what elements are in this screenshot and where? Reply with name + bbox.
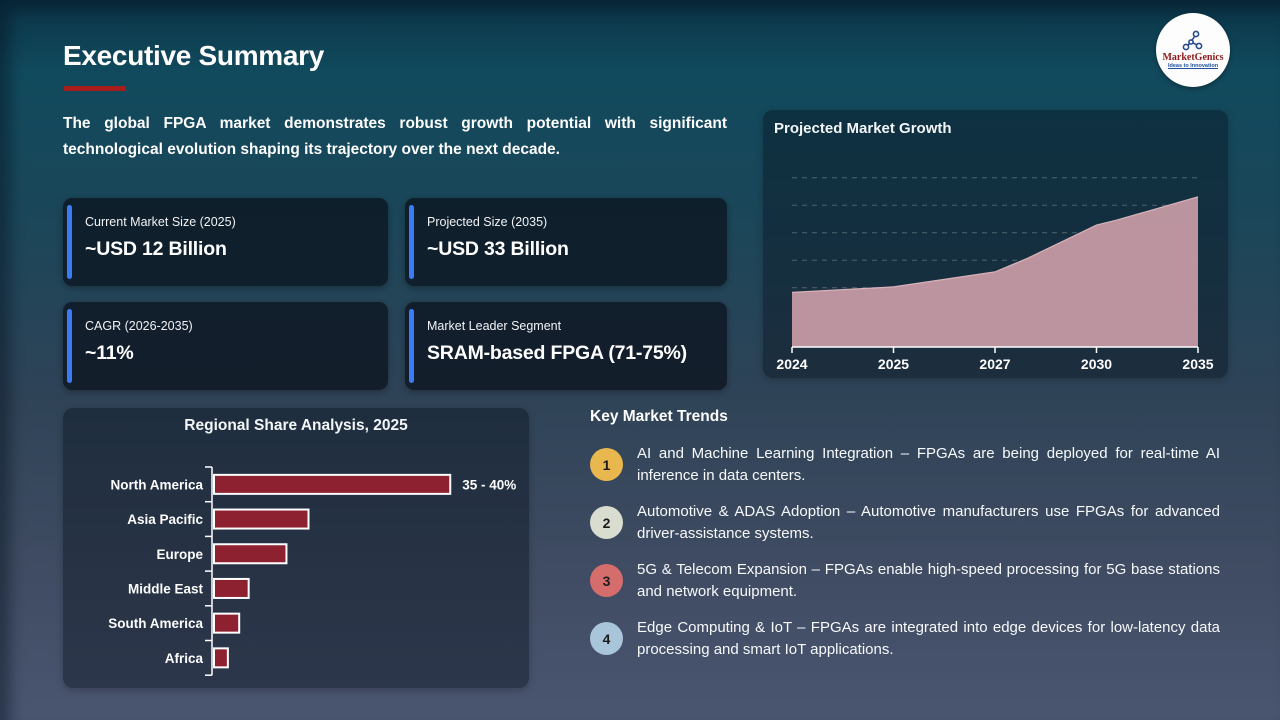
bar-south-america <box>213 612 241 634</box>
bar-label-africa: Africa <box>165 651 204 666</box>
stat-card-0: Current Market Size (2025) ~USD 12 Billio… <box>63 198 388 286</box>
logo-tagline: Ideas to Innovation <box>1167 63 1219 69</box>
x-tick-label: 2024 <box>776 356 807 372</box>
x-tick-label: 2025 <box>878 356 909 372</box>
trend-number-badge: 1 <box>590 448 623 481</box>
stat-card-value: SRAM-based FPGA (71-75%) <box>427 342 687 364</box>
stat-card-label: Projected Size (2035) <box>427 215 548 229</box>
card-accent-bar <box>409 309 414 383</box>
marketgenics-logo: MarketGenics Ideas to Innovation <box>1156 13 1230 87</box>
growth-area-chart: 2024 2025 2027 2030 2035 <box>776 177 1214 372</box>
regional-chart-title: Regional Share Analysis, 2025 <box>184 417 408 434</box>
growth-chart-title: Projected Market Growth <box>774 120 952 137</box>
regional-bar-chart: North America 35 - 40% Asia Pacific Europe M… <box>108 466 516 676</box>
molecule-icon <box>1182 30 1203 51</box>
trend-text: AI and Machine Learning Integration – FP… <box>637 445 1220 484</box>
stat-card-value: ~11% <box>85 342 134 364</box>
bar-middle-east <box>213 577 250 599</box>
bar-label-asia-pacific: Asia Pacific <box>127 512 203 527</box>
x-tick-label: 2027 <box>979 356 1010 372</box>
stat-card-1: Projected Size (2035) ~USD 33 Billion <box>405 198 727 286</box>
bar-africa <box>213 647 229 669</box>
stat-card-label: Market Leader Segment <box>427 319 562 333</box>
trend-text: 5G & Telecom Expansion – FPGAs enable hi… <box>637 561 1220 600</box>
page-title: Executive Summary <box>63 40 325 71</box>
stat-card-value: ~USD 12 Billion <box>85 238 227 260</box>
trends-list: 1 AI and Machine Learning Integration – F… <box>590 443 1220 660</box>
trend-item-3: 3 5G & Telecom Expansion – FPGAs enable h… <box>590 559 1220 602</box>
bar-asia-pacific <box>213 508 310 530</box>
trend-number-badge: 2 <box>590 506 623 539</box>
trend-item-2: 2 Automotive & ADAS Adoption – Automotive… <box>590 501 1220 544</box>
bar-label-north-america: North America <box>110 477 203 492</box>
card-accent-bar <box>409 205 414 279</box>
stat-card-label: CAGR (2026-2035) <box>85 319 193 333</box>
stat-card-3: Market Leader Segment SRAM-based FPGA (71… <box>405 302 727 390</box>
bar-label-south-america: South America <box>108 616 203 631</box>
stat-card-2: CAGR (2026-2035) ~11% <box>63 302 388 390</box>
bar-label-middle-east: Middle East <box>128 581 204 596</box>
trend-item-4: 4 Edge Computing & IoT – FPGAs are integr… <box>590 617 1220 660</box>
stat-card-value: ~USD 33 Billion <box>427 238 569 260</box>
trend-text: Edge Computing & IoT – FPGAs are integra… <box>637 619 1220 658</box>
x-tick-label: 2035 <box>1182 356 1213 372</box>
bar-north-america <box>213 473 452 495</box>
card-accent-bar <box>67 309 72 383</box>
stat-card-label: Current Market Size (2025) <box>85 215 236 229</box>
trend-number-badge: 3 <box>590 564 623 597</box>
intro-paragraph: The global FPGA market demonstrates robu… <box>63 115 727 158</box>
regional-chart-panel: Regional Share Analysis, 2025 North Amer… <box>63 408 529 688</box>
growth-chart-panel: Projected Market Growth 2024 2025 2027 2030… <box>763 110 1228 378</box>
bar-label-europe: Europe <box>156 547 203 562</box>
bar-europe <box>213 543 288 565</box>
key-market-trends: Key Market Trends 1 AI and Machine Learni… <box>590 408 1220 675</box>
card-accent-bar <box>67 205 72 279</box>
trend-item-1: 1 AI and Machine Learning Integration – F… <box>590 443 1220 486</box>
bar-value-annotation: 35 - 40% <box>462 477 516 492</box>
x-tick-label: 2030 <box>1081 356 1112 372</box>
trend-number-badge: 4 <box>590 622 623 655</box>
trend-text: Automotive & ADAS Adoption – Automotive … <box>637 503 1220 542</box>
title-underline <box>64 86 126 91</box>
logo-brand-text: MarketGenics <box>1162 52 1224 63</box>
trends-title: Key Market Trends <box>590 408 728 425</box>
stat-cards-grid: Current Market Size (2025) ~USD 12 Billio… <box>63 198 727 390</box>
